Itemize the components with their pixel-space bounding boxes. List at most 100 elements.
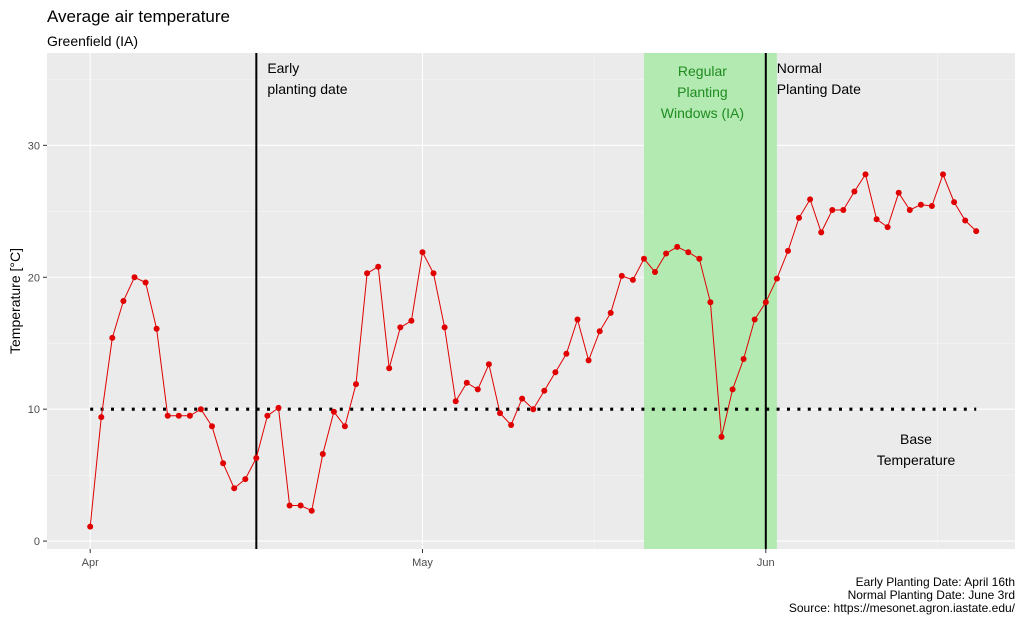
- temperature-point: [153, 325, 160, 332]
- chart-title: Average air temperature: [47, 7, 230, 26]
- temperature-point: [674, 243, 681, 250]
- temperature-point: [884, 224, 891, 231]
- temperature-point: [807, 196, 814, 203]
- temperature-point: [186, 412, 193, 419]
- temperature-point: [231, 485, 238, 492]
- x-tick-label: May: [412, 557, 433, 569]
- temperature-point: [829, 207, 836, 213]
- temperature-point: [585, 357, 592, 364]
- temperature-point: [906, 207, 913, 213]
- temperature-point: [718, 433, 725, 440]
- caption-early-planting: Early Planting Date: April 16th: [856, 575, 1015, 589]
- y-tick-label: 30: [28, 140, 40, 152]
- temperature-point: [131, 274, 138, 281]
- y-tick-label: 10: [28, 404, 40, 416]
- temperature-point: [253, 455, 260, 461]
- temperature-point: [319, 451, 326, 457]
- temperature-point: [740, 356, 747, 362]
- temperature-point: [962, 217, 969, 224]
- x-tick-label: Jun: [757, 557, 775, 569]
- temperature-point: [862, 171, 869, 178]
- temperature-point: [474, 386, 481, 393]
- temperature-point: [729, 386, 736, 393]
- temperature-point: [375, 263, 382, 270]
- temperature-point: [607, 309, 614, 316]
- temperature-point: [87, 523, 94, 530]
- temperature-point: [164, 412, 171, 419]
- regular-planting-window-label: Regular Planting Windows (IA): [661, 63, 744, 121]
- temperature-point: [796, 214, 802, 221]
- temperature-point: [928, 203, 935, 209]
- temperature-point: [840, 207, 847, 213]
- temperature-point: [563, 350, 570, 357]
- y-tick-label: 0: [34, 536, 40, 548]
- x-tick-label: Apr: [82, 557, 99, 569]
- temperature-point: [341, 423, 348, 430]
- temperature-point: [463, 379, 470, 386]
- temperature-point: [430, 270, 437, 277]
- temperature-point: [873, 216, 880, 223]
- temperature-point: [951, 199, 958, 206]
- planting-date-label-line: Normal: [777, 60, 822, 76]
- temperature-point: [641, 255, 647, 262]
- temperature-point: [785, 247, 791, 254]
- temperature-point: [629, 276, 636, 283]
- temperature-point: [419, 249, 426, 256]
- y-axis-ticks: 0 10 20 30: [28, 140, 47, 548]
- temperature-point: [973, 228, 980, 235]
- temperature-point: [541, 387, 548, 394]
- temperature-point: [596, 328, 603, 335]
- temperature-point: [773, 275, 780, 282]
- temperature-point: [497, 410, 503, 417]
- temperature-point: [618, 272, 625, 279]
- early-planting-date-label: Early planting date: [267, 60, 347, 97]
- plot-panel: [47, 53, 1015, 549]
- temperature-point: [364, 270, 371, 277]
- temperature-point: [397, 324, 404, 331]
- temperature-point: [917, 201, 924, 208]
- temperature-point: [940, 171, 946, 178]
- temperature-point: [209, 423, 215, 430]
- base-temperature-label-line: Temperature: [877, 452, 956, 468]
- planting-date-label-line: Planting Date: [777, 81, 861, 97]
- temperature-point: [707, 299, 714, 306]
- temperature-point: [142, 279, 149, 286]
- temperature-point: [220, 460, 227, 467]
- temperature-point: [441, 324, 448, 331]
- temperature-point: [330, 408, 337, 415]
- temperature-point: [275, 404, 282, 411]
- regular-planting-window-label-line: Regular: [678, 63, 727, 79]
- temperature-point: [818, 229, 825, 236]
- regular-planting-window-label-line: Windows (IA): [661, 105, 744, 121]
- temperature-point: [751, 316, 758, 323]
- base-temperature-label-line: Base: [900, 431, 932, 447]
- temperature-point: [197, 406, 204, 413]
- temperature-point: [109, 334, 116, 341]
- temperature-series-points: [87, 171, 980, 530]
- y-axis-title: Temperature [°C]: [7, 248, 23, 354]
- temperature-point: [685, 249, 692, 256]
- temperature-point: [120, 298, 127, 304]
- temperature-point: [386, 365, 393, 372]
- chart-subtitle: Greenfield (IA): [47, 33, 138, 49]
- temperature-point: [519, 395, 526, 402]
- temperature-point: [696, 255, 703, 262]
- temperature-point: [297, 502, 304, 509]
- y-tick-label: 20: [28, 272, 40, 284]
- temperature-point: [530, 406, 537, 413]
- temperature-point: [242, 476, 249, 483]
- temperature-point: [353, 381, 359, 388]
- normal-planting-date-label: Normal Planting Date: [777, 60, 861, 97]
- planting-date-label-line: Early: [267, 60, 299, 76]
- temperature-point: [308, 507, 315, 514]
- regular-planting-window-label-line: Planting: [677, 84, 728, 100]
- x-axis-ticks: Apr May Jun: [82, 549, 775, 569]
- temperature-point: [98, 414, 105, 421]
- temperature-point: [408, 317, 415, 324]
- temperature-point: [663, 250, 670, 257]
- base-temperature-label: Base Temperature: [877, 431, 956, 468]
- temperature-point: [264, 412, 271, 419]
- temperature-point: [762, 299, 769, 306]
- temperature-point: [552, 369, 559, 376]
